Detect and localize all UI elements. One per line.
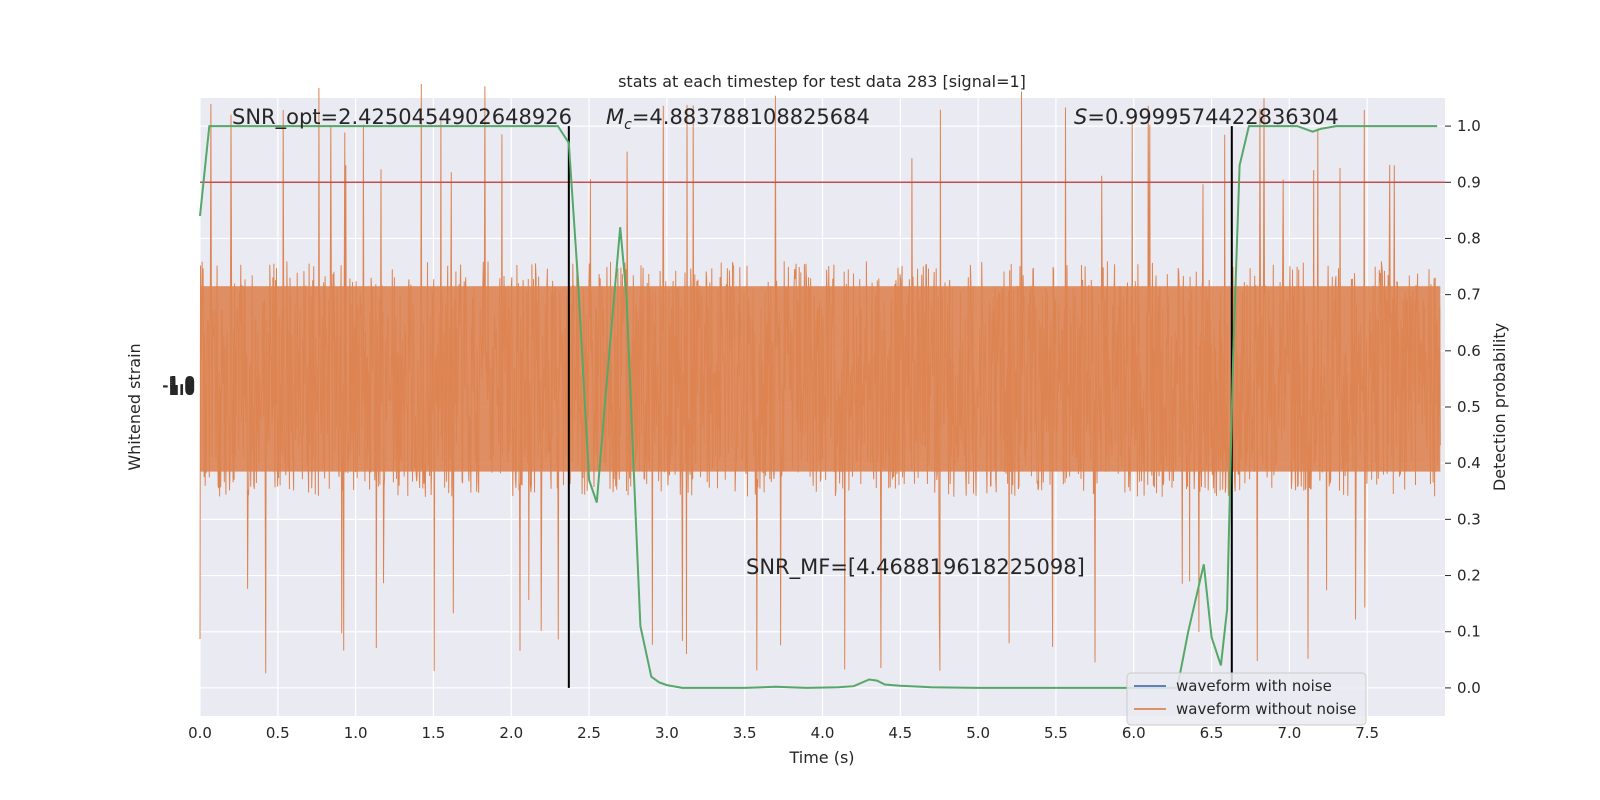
y-tick-label: 0.5 — [1457, 398, 1481, 416]
left-tick-label: 1.0 — [168, 375, 195, 393]
left-tick-label: -1.0 — [162, 377, 195, 395]
x-tick-label: 6.0 — [1122, 724, 1146, 742]
x-tick-label: 1.0 — [344, 724, 368, 742]
probability-series — [199, 125, 1438, 689]
left-tick-label: 1.0 — [168, 381, 195, 399]
legend-label-without-noise: waveform without noise — [1176, 700, 1356, 718]
y-tick-label: 0.0 — [1457, 679, 1481, 697]
x-tick-label: 1.5 — [422, 724, 446, 742]
x-tick-label: 7.5 — [1355, 724, 1379, 742]
x-tick-label: 5.5 — [1044, 724, 1068, 742]
left-tick-label: 1.0 — [168, 379, 195, 397]
x-axis-label: Time (s) — [788, 748, 854, 767]
x-tick-label: 3.0 — [655, 724, 679, 742]
x-tick-label: 0.5 — [266, 724, 290, 742]
x-tick-label: 7.0 — [1277, 724, 1301, 742]
y-tick-label: 0.9 — [1457, 173, 1481, 191]
probability-line — [199, 125, 1438, 689]
legend-label-with-noise: waveform with noise — [1176, 677, 1332, 695]
x-tick-label: 4.5 — [888, 724, 912, 742]
right-y-axis-ticks: 0.0 0.1 0.2 0.3 0.4 0.5 0.6 0.7 0.8 0.9 1.0 — [1445, 117, 1481, 697]
x-tick-label: 3.5 — [733, 724, 757, 742]
annotation-snr-opt: SNR_opt=2.4250454902648926 — [232, 105, 572, 130]
x-tick-label: 4.0 — [811, 724, 835, 742]
strain-core — [200, 286, 1441, 472]
y-tick-label: 0.3 — [1457, 510, 1481, 528]
y-tick-label: 0.7 — [1457, 286, 1481, 304]
right-y-axis-label: Detection probability — [1490, 323, 1509, 491]
annotation-s-value: S=0.9999574422836304 — [1074, 105, 1339, 129]
legend: waveform with noise waveform without noi… — [1126, 672, 1367, 726]
x-tick-label: 2.5 — [577, 724, 601, 742]
legend-box — [1126, 672, 1367, 726]
x-tick-label: 6.5 — [1200, 724, 1224, 742]
y-tick-label: 1.0 — [1457, 117, 1481, 135]
x-tick-label: 5.0 — [966, 724, 990, 742]
y-tick-label: 0.2 — [1457, 567, 1481, 585]
left-y-axis-label: Whitened strain — [125, 343, 144, 470]
left-tick-label: 1.0 — [168, 373, 195, 391]
x-tick-label: 0.0 — [188, 724, 212, 742]
annotation-chirp-mass: Mc=4.883788108825684 — [606, 105, 870, 133]
x-axis-ticks: 0.0 0.5 1.0 1.5 2.0 2.5 3.0 3.5 4.0 4.5 5.0 5.5 6.0 6… — [188, 724, 1379, 742]
x-tick-label: 2.0 — [499, 724, 523, 742]
annotation-snr-mf: SNR_MF=[4.468819618225098] — [746, 555, 1085, 580]
y-tick-label: 0.6 — [1457, 342, 1481, 360]
y-tick-label: 0.4 — [1457, 454, 1481, 472]
y-tick-label: 0.8 — [1457, 229, 1481, 247]
chart-title: stats at each timestep for test data 283… — [618, 72, 1026, 91]
y-tick-label: 0.1 — [1457, 623, 1481, 641]
left-y-axis-ticks: 1.01.0-1.01.01.0 — [162, 373, 195, 399]
